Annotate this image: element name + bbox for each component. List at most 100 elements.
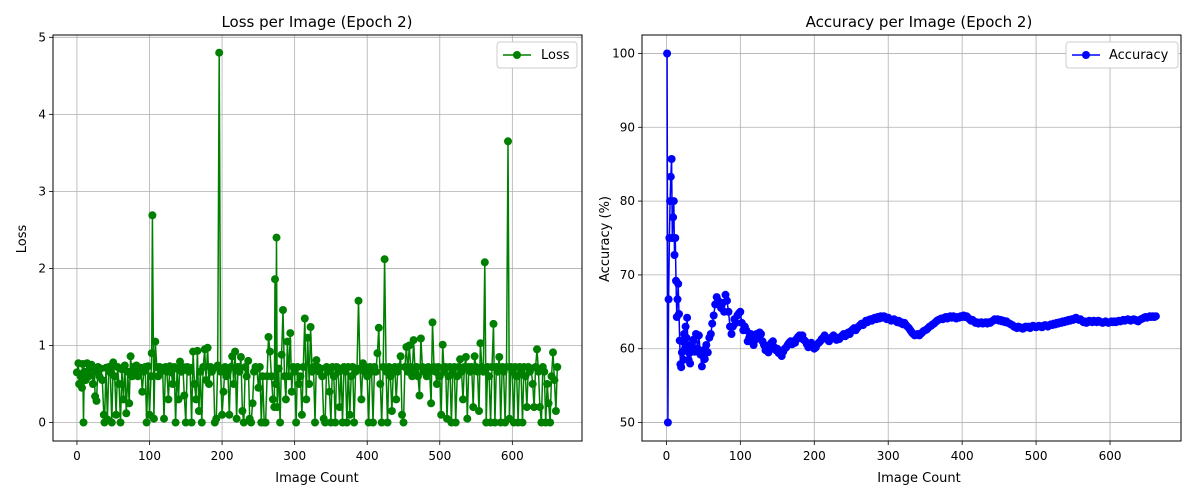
- loss-data-point: [295, 380, 303, 388]
- loss-data-point: [227, 363, 235, 371]
- loss-data-point: [115, 380, 123, 388]
- loss-data-point: [312, 356, 320, 364]
- loss-data-point: [292, 419, 300, 427]
- accuracy-data-point: [682, 323, 690, 331]
- loss-data-point: [111, 372, 119, 380]
- accuracy-data-point: [683, 314, 691, 322]
- loss-x-tick-label: 600: [501, 449, 524, 463]
- loss-data-point: [191, 380, 199, 388]
- loss-x-tick-label: 0: [73, 449, 81, 463]
- loss-data-point: [267, 372, 275, 380]
- loss-data-point: [304, 334, 312, 342]
- loss-data-point: [244, 357, 252, 365]
- accuracy-data-point: [725, 308, 733, 316]
- accuracy-data-point: [702, 341, 710, 349]
- loss-data-point: [346, 411, 354, 419]
- accuracy-y-tick-label: 90: [620, 120, 635, 134]
- loss-data-point: [230, 380, 238, 388]
- loss-data-point: [471, 352, 479, 360]
- loss-data-point: [376, 380, 384, 388]
- loss-chart-legend: Loss: [497, 42, 577, 68]
- loss-x-tick-label: 400: [356, 449, 379, 463]
- loss-data-point: [112, 411, 120, 419]
- loss-data-point: [89, 380, 97, 388]
- accuracy-data-point: [698, 362, 706, 370]
- accuracy-data-point: [670, 197, 678, 205]
- accuracy-y-tick-label: 50: [620, 416, 635, 430]
- loss-data-point: [298, 411, 306, 419]
- loss-data-point: [266, 348, 274, 356]
- loss-data-point: [172, 419, 180, 427]
- loss-data-point: [481, 258, 489, 266]
- accuracy-data-point: [686, 360, 694, 368]
- accuracy-x-tick-label: 0: [663, 449, 671, 463]
- accuracy-chart-title: Accuracy per Image (Epoch 2): [806, 13, 1033, 31]
- loss-data-point: [350, 419, 358, 427]
- loss-data-point: [93, 397, 101, 405]
- loss-legend-label: Loss: [541, 48, 570, 63]
- accuracy-x-tick-label: 200: [803, 449, 826, 463]
- loss-data-point: [550, 376, 558, 384]
- loss-data-point: [326, 388, 334, 396]
- loss-data-point: [271, 275, 279, 283]
- accuracy-data-point: [1152, 312, 1160, 320]
- loss-data-point: [305, 380, 313, 388]
- loss-data-point: [98, 376, 106, 384]
- loss-data-point: [529, 380, 537, 388]
- accuracy-data-point: [736, 308, 744, 316]
- loss-data-point: [204, 344, 212, 352]
- loss-data-point: [144, 362, 152, 370]
- loss-data-point: [117, 419, 125, 427]
- loss-data-point: [336, 403, 344, 411]
- accuracy-chart-x-axis-label: Image Count: [877, 471, 960, 486]
- loss-data-point: [80, 419, 88, 427]
- loss-data-point: [215, 49, 223, 57]
- loss-y-tick-label: 3: [38, 184, 46, 198]
- loss-y-tick-label: 1: [38, 338, 46, 352]
- loss-data-point: [543, 380, 551, 388]
- loss-x-tick-label: 200: [211, 449, 234, 463]
- loss-data-point: [549, 348, 557, 356]
- loss-data-point: [276, 419, 284, 427]
- accuracy-data-point: [663, 50, 671, 58]
- loss-data-point: [552, 407, 560, 415]
- loss-data-point: [357, 395, 365, 403]
- accuracy-data-point: [667, 173, 675, 181]
- loss-data-point: [400, 419, 408, 427]
- loss-data-point: [553, 363, 561, 371]
- loss-y-tick-label: 0: [38, 416, 46, 430]
- loss-data-point: [369, 419, 377, 427]
- accuracy-legend-marker: [1082, 51, 1090, 59]
- accuracy-data-point: [674, 295, 682, 303]
- loss-chart-title: Loss per Image (Epoch 2): [221, 13, 412, 31]
- loss-data-point: [180, 392, 188, 400]
- accuracy-data-point: [695, 331, 703, 339]
- loss-data-point: [254, 384, 262, 392]
- loss-data-point: [148, 211, 156, 219]
- accuracy-x-tick-label: 400: [951, 449, 974, 463]
- loss-data-point: [151, 338, 159, 346]
- loss-data-point: [125, 399, 133, 407]
- loss-data-point: [78, 384, 86, 392]
- accuracy-data-point: [757, 330, 765, 338]
- accuracy-data-point: [671, 234, 679, 242]
- accuracy-data-point: [723, 297, 731, 305]
- loss-data-point: [533, 345, 541, 353]
- loss-data-point: [147, 372, 155, 380]
- loss-data-point: [397, 352, 405, 360]
- loss-y-tick-label: 5: [38, 30, 46, 44]
- loss-data-point: [193, 347, 201, 355]
- accuracy-legend-label: Accuracy: [1109, 48, 1169, 63]
- accuracy-data-point: [669, 213, 677, 221]
- accuracy-x-tick-label: 100: [729, 449, 752, 463]
- loss-data-point: [273, 234, 281, 242]
- loss-data-point: [243, 372, 251, 380]
- loss-x-tick-label: 100: [138, 449, 161, 463]
- accuracy-data-point: [707, 330, 715, 338]
- loss-data-point: [186, 364, 194, 372]
- loss-data-point: [439, 341, 447, 349]
- loss-data-point: [233, 415, 241, 423]
- loss-data-point: [108, 419, 116, 427]
- loss-data-point: [283, 338, 291, 346]
